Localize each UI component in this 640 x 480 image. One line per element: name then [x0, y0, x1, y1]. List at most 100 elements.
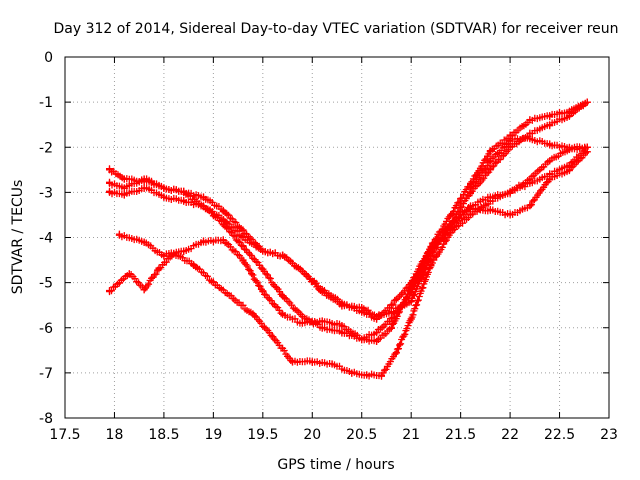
- series-line: [115, 143, 591, 345]
- data-point: [209, 279, 217, 287]
- data-point: [363, 371, 371, 379]
- y-tick-label: -2: [39, 140, 53, 156]
- data-point: [486, 148, 494, 156]
- data-point: [526, 175, 534, 183]
- series-track-3: [106, 148, 591, 343]
- data-point: [140, 285, 148, 293]
- data-point: [239, 234, 247, 241]
- data-point: [526, 134, 534, 142]
- data-point: [546, 121, 554, 129]
- data-point: [140, 238, 148, 246]
- y-tick-label: 0: [44, 50, 53, 66]
- data-point: [427, 243, 435, 251]
- data-point: [565, 112, 573, 120]
- data-point: [106, 288, 114, 296]
- y-tick-label: -1: [39, 95, 53, 111]
- data-point: [140, 184, 148, 192]
- data-point: [373, 337, 381, 345]
- series-track-2: [106, 98, 591, 321]
- data-point: [180, 197, 188, 205]
- x-tick-label: 21: [402, 427, 420, 443]
- x-tick-label: 17.5: [49, 427, 80, 443]
- data-point: [120, 184, 128, 192]
- data-point: [546, 157, 554, 165]
- data-point: [120, 191, 128, 199]
- data-point: [427, 261, 435, 269]
- data-point: [106, 166, 114, 174]
- data-point: [338, 328, 346, 336]
- data-point: [318, 317, 326, 325]
- y-tick-label: -3: [39, 185, 53, 201]
- data-point: [328, 360, 336, 368]
- data-point: [190, 261, 198, 269]
- x-tick-label: 23: [600, 427, 618, 443]
- data-point: [160, 252, 168, 260]
- data-point: [170, 249, 178, 257]
- x-tick-label: 20.5: [346, 427, 377, 443]
- data-point: [125, 270, 133, 278]
- data-point: [338, 321, 346, 329]
- data-point: [298, 319, 306, 327]
- data-point: [308, 358, 316, 366]
- data-point: [506, 136, 514, 144]
- y-tick-label: -4: [39, 231, 53, 247]
- data-point: [219, 236, 227, 244]
- data-point: [269, 333, 277, 341]
- data-point: [219, 220, 227, 228]
- data-point: [298, 267, 306, 275]
- data-point: [199, 202, 207, 210]
- y-tick-label: -7: [39, 366, 53, 382]
- data-point: [279, 292, 287, 300]
- data-point: [486, 157, 494, 165]
- data-point: [199, 238, 207, 246]
- data-point: [565, 143, 573, 151]
- x-tick-label: 22: [501, 427, 519, 443]
- data-point: [358, 303, 366, 311]
- data-point: [546, 170, 554, 178]
- series-track-6: [467, 134, 591, 192]
- data-point: [447, 220, 455, 228]
- data-point: [318, 288, 326, 296]
- series-track-5: [106, 143, 591, 380]
- data-point: [467, 211, 475, 219]
- y-tick-label: -5: [39, 276, 53, 292]
- data-point: [583, 143, 591, 151]
- chart-title: Day 312 of 2014, Sidereal Day-to-day VTE…: [53, 21, 618, 37]
- x-tick-label: 19: [204, 427, 222, 443]
- data-point: [288, 358, 296, 366]
- data-point: [486, 197, 494, 205]
- axis-ticks: 17.5 18 18.5 19 19.5 20 20.5 21 21.5 22 22.5 23 0 -1 -…: [39, 50, 618, 443]
- data-point: [180, 188, 188, 196]
- data-point: [392, 349, 400, 357]
- series-line: [106, 143, 591, 380]
- series-line: [106, 148, 591, 343]
- data-point: [467, 202, 475, 210]
- data-point: [407, 283, 415, 291]
- x-tick-label: 18: [106, 427, 124, 443]
- data-point: [239, 227, 247, 235]
- data-point: [229, 294, 237, 302]
- data-point: [506, 211, 514, 219]
- data-point: [249, 310, 257, 318]
- x-tick-label: 22.5: [544, 427, 575, 443]
- data-point: [486, 166, 494, 174]
- data-point: [115, 231, 123, 239]
- data-point: [565, 161, 573, 169]
- data-point: [358, 335, 366, 343]
- data-point: [526, 116, 534, 124]
- data-point: [239, 256, 247, 264]
- data-point: [120, 175, 128, 183]
- data-point: [106, 188, 114, 196]
- data-point: [378, 371, 386, 379]
- x-axis-label: GPS time / hours: [277, 457, 394, 473]
- data-point: [407, 297, 415, 305]
- data-point: [106, 179, 114, 187]
- data-point: [526, 202, 534, 210]
- y-tick-label: -6: [39, 321, 53, 337]
- data-point: [115, 279, 123, 287]
- x-tick-label: 21.5: [445, 427, 476, 443]
- data-point: [259, 265, 267, 273]
- data-point: [447, 229, 455, 237]
- data-point: [239, 243, 247, 251]
